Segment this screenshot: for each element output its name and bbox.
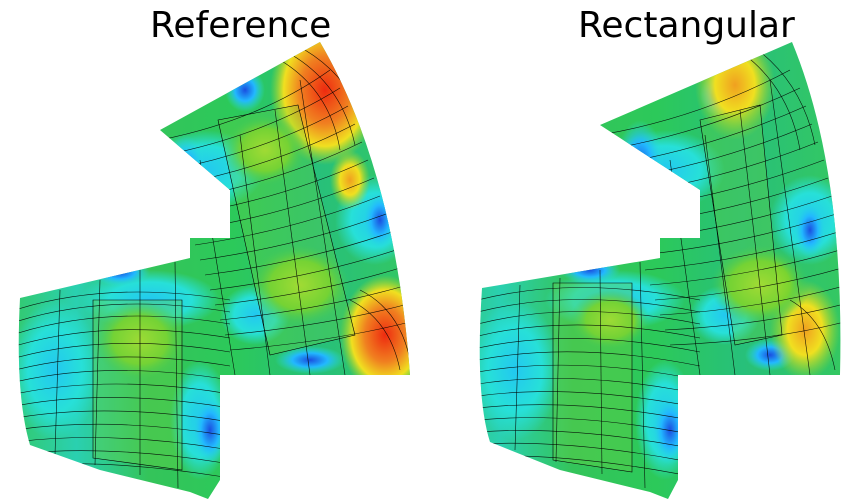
panel-title-reference: Reference bbox=[150, 5, 332, 46]
panel-title-rectangular: Rectangular bbox=[578, 5, 795, 46]
rectangular-field bbox=[479, 42, 841, 499]
reference-field bbox=[18, 42, 410, 499]
